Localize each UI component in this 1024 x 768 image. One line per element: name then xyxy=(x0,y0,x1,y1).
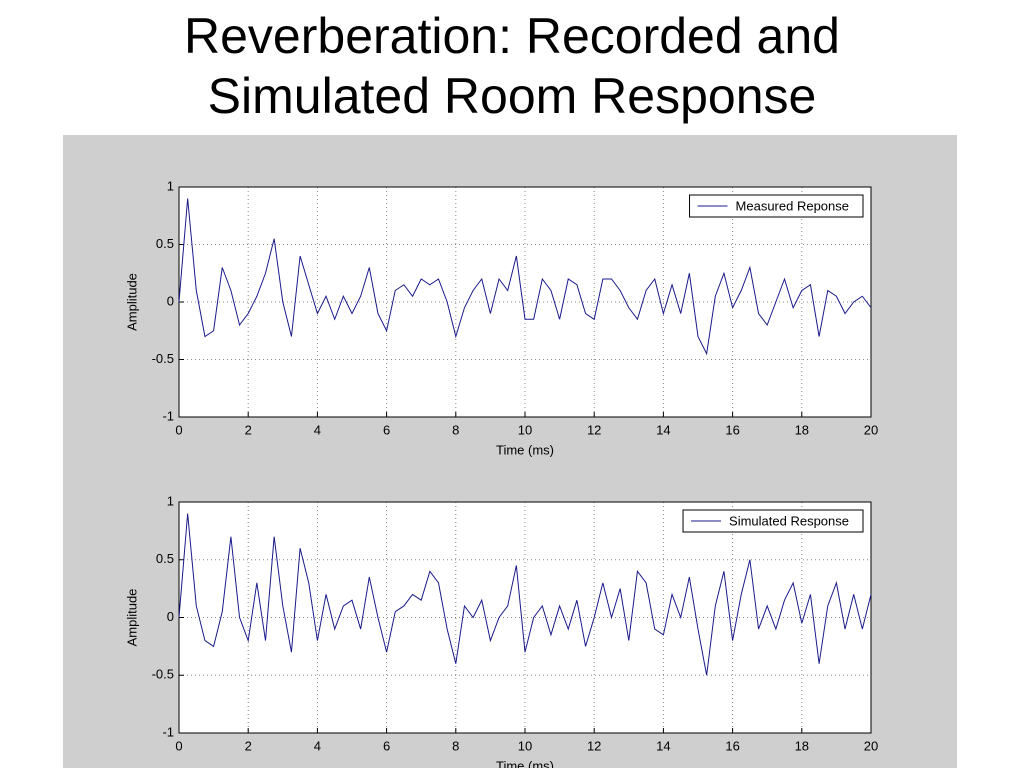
x-tick-label: 6 xyxy=(383,738,390,753)
y-tick-label: 1 xyxy=(167,493,174,508)
y-tick-label: 1 xyxy=(167,178,174,193)
x-tick-label: 4 xyxy=(314,738,321,753)
y-tick-label: -1 xyxy=(162,408,174,423)
data-line xyxy=(178,198,872,356)
y-tick-label: 0.5 xyxy=(156,236,174,251)
x-tick-label: 18 xyxy=(795,422,809,437)
x-tick-label: 14 xyxy=(656,422,670,437)
y-axis-label: Amplitude xyxy=(124,589,139,647)
legend-box xyxy=(682,509,864,533)
x-tick-label: 0 xyxy=(175,422,182,437)
x-tick-label: 8 xyxy=(452,738,459,753)
slide-title: Reverberation: Recorded and Simulated Ro… xyxy=(184,8,840,124)
x-tick-label: 12 xyxy=(587,422,601,437)
data-line xyxy=(178,513,872,676)
legend-label: Simulated Response xyxy=(729,513,849,528)
x-tick-label: 12 xyxy=(587,738,601,753)
x-tick-label: 20 xyxy=(864,738,878,753)
y-tick-label: 0 xyxy=(167,609,174,624)
x-tick-label: 18 xyxy=(795,738,809,753)
x-tick-label: 0 xyxy=(175,738,182,753)
y-tick-label: 0.5 xyxy=(156,551,174,566)
y-tick-label: -0.5 xyxy=(152,667,174,682)
y-axis-label: Amplitude xyxy=(124,273,139,331)
x-axis-label: Time (ms) xyxy=(496,758,554,768)
x-tick-label: 16 xyxy=(725,422,739,437)
x-tick-label: 2 xyxy=(245,422,252,437)
x-tick-label: 14 xyxy=(656,738,670,753)
legend-box xyxy=(689,194,864,218)
x-tick-label: 20 xyxy=(864,422,878,437)
x-tick-label: 6 xyxy=(383,422,390,437)
x-tick-label: 4 xyxy=(314,422,321,437)
x-tick-label: 10 xyxy=(518,422,532,437)
x-tick-label: 10 xyxy=(518,738,532,753)
y-tick-label: -0.5 xyxy=(152,351,174,366)
x-axis-label: Time (ms) xyxy=(496,442,554,457)
y-tick-label: -1 xyxy=(162,724,174,739)
x-tick-label: 2 xyxy=(245,738,252,753)
legend-label: Measured Reponse xyxy=(736,198,849,213)
x-tick-label: 16 xyxy=(725,738,739,753)
y-tick-label: 0 xyxy=(167,293,174,308)
x-tick-label: 8 xyxy=(452,422,459,437)
